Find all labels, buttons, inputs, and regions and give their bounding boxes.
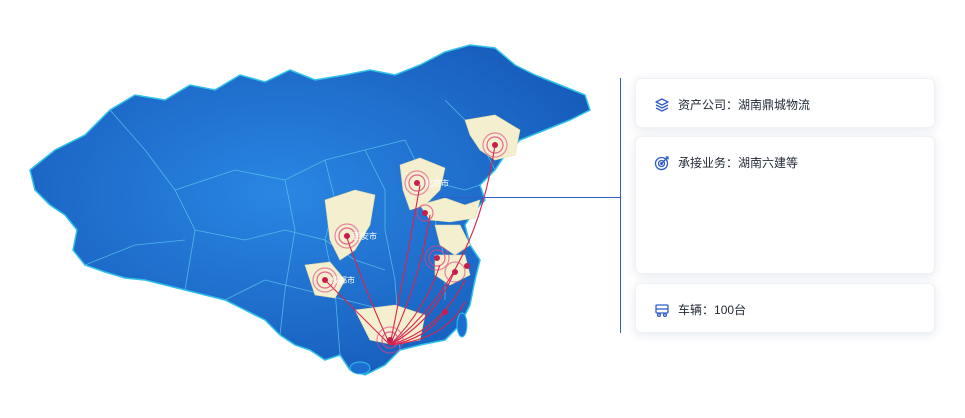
vehicles-value: 100台 [714, 303, 747, 317]
layers-icon [654, 97, 670, 113]
business-card: 承接业务：湖南六建等 [635, 136, 935, 274]
city-marker-fuzhou[interactable] [442, 309, 448, 315]
business-text: 承接业务：湖南六建等 [678, 155, 798, 171]
china-map[interactable]: 北京市 西安市 成都市 [25, 40, 600, 385]
company-text: 资产公司：湖南鼎城物流 [678, 97, 810, 113]
truck-icon [654, 302, 670, 318]
business-value: 湖南六建等 [738, 156, 799, 170]
city-marker-hangzhou[interactable] [444, 261, 466, 283]
city-label-beijing: 北京市 [425, 178, 449, 188]
vehicles-text: 车辆：100台 [678, 302, 746, 318]
city-marker-guangzhou[interactable] [376, 326, 404, 354]
connector-vertical-line [620, 78, 621, 333]
target-icon [654, 155, 670, 171]
highlight-shandong [419, 197, 481, 223]
city-marker-jinan[interactable] [416, 204, 434, 222]
company-value: 湖南鼎城物流 [738, 98, 811, 112]
city-marker-xian[interactable] [334, 223, 360, 249]
highlight-guangdong [354, 304, 426, 346]
city-label-xian: 西安市 [353, 231, 377, 241]
city-marker-beijing[interactable] [404, 170, 430, 196]
map-svg: 北京市 西安市 成都市 [29, 44, 591, 376]
city-marker-chengdu[interactable] [312, 267, 338, 293]
vehicles-card: 车辆：100台 [635, 283, 935, 333]
city-marker-shenyang[interactable] [482, 132, 508, 158]
business-label: 承接业务： [678, 156, 739, 170]
china-mainland-shape [29, 44, 591, 376]
taiwan-shape [456, 312, 468, 338]
company-card: 资产公司：湖南鼎城物流 [635, 78, 935, 128]
city-markers [312, 132, 508, 354]
hainan-shape [349, 361, 371, 375]
connector-horizontal-line [440, 197, 620, 198]
city-label-chengdu: 成都市 [331, 275, 355, 285]
vehicles-label: 车辆： [678, 303, 715, 317]
highlight-hebei [399, 157, 446, 211]
company-label: 资产公司： [678, 98, 739, 112]
city-marker-shanghai[interactable] [464, 263, 470, 269]
city-marker-hefei[interactable] [424, 245, 450, 271]
